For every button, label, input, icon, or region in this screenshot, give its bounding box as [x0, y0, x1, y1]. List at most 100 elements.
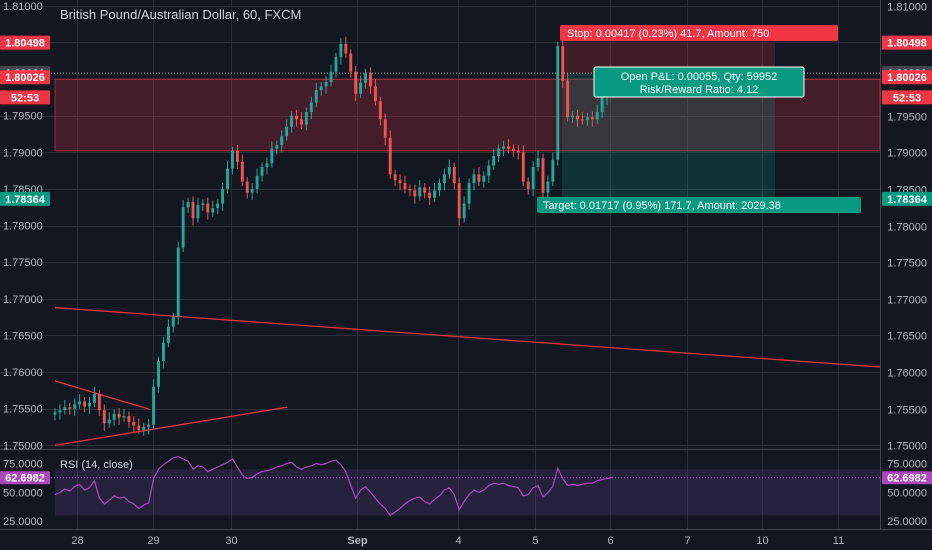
- chart-title: British Pound/Australian Dollar, 60, FXC…: [60, 7, 301, 22]
- price-tick-label: 1.77000: [887, 295, 927, 307]
- candle: [275, 140, 279, 155]
- candle: [413, 184, 417, 204]
- candle: [68, 402, 72, 415]
- candle: [403, 175, 407, 194]
- candle: [260, 162, 264, 182]
- price-tick-label-left: 1.76000: [3, 367, 43, 379]
- candle: [295, 109, 298, 127]
- position-tool[interactable]: [562, 42, 775, 199]
- candle: [147, 418, 151, 435]
- trendline[interactable]: [54, 307, 881, 368]
- candle: [265, 157, 269, 175]
- candle: [196, 197, 200, 223]
- trendlines[interactable]: [54, 307, 881, 446]
- price-tag: 1.80498: [0, 35, 50, 50]
- candle: [201, 199, 205, 211]
- candle: [497, 144, 501, 162]
- price-tick-label-left: 1.77500: [3, 257, 43, 269]
- price-tick-label-left: 1.81000: [3, 1, 43, 13]
- candle: [373, 79, 377, 106]
- candle: [590, 111, 594, 127]
- price-tick-label-left: 1.75000: [3, 440, 43, 452]
- candle: [511, 144, 515, 157]
- candle: [378, 96, 382, 126]
- candle: [423, 183, 427, 199]
- candle: [344, 36, 348, 58]
- rsi-tick-label-left: 50.0000: [3, 487, 43, 499]
- candle: [285, 119, 289, 141]
- candle: [73, 398, 77, 417]
- candle: [531, 161, 535, 197]
- price-tag-value: 52:53: [893, 92, 921, 104]
- candle: [206, 197, 210, 220]
- candle: [181, 199, 185, 252]
- candle: [324, 76, 328, 94]
- time-axis[interactable]: 28 29 30 Sep 4 5 6 7 10 11: [71, 535, 844, 547]
- rsi-current-value-left: 62.6982: [5, 473, 45, 485]
- candle: [176, 241, 180, 325]
- price-tag-value: 1.78364: [5, 194, 46, 206]
- price-tag-value: 1.80026: [5, 72, 45, 84]
- target-label[interactable]: Target: 0.01717 (0.95%) 171.7, Amount: 2…: [537, 197, 861, 213]
- rsi-axis[interactable]: 75.0000 50.0000 25.0000 75.0000 50.0000 25.00…: [3, 459, 927, 529]
- rsi-tag-left: 62.6982: [0, 471, 50, 485]
- candle: [561, 40, 565, 88]
- price-tick-label-left: 1.77000: [3, 294, 43, 306]
- stop-label[interactable]: Stop: 0.00417 (0.23%) 41.7, Amount: 750: [560, 25, 838, 41]
- stop-label-text: Stop: 0.00417 (0.23%) 41.7, Amount: 750: [567, 28, 769, 40]
- candle: [235, 145, 239, 170]
- candle: [171, 312, 175, 333]
- price-tag: 52:53: [0, 90, 50, 105]
- candle: [571, 111, 575, 124]
- candlestick-series: [53, 36, 614, 436]
- candle: [388, 130, 392, 179]
- rsi-band: [55, 469, 880, 516]
- candle: [507, 139, 510, 154]
- rsi-current-value-right: 62.6982: [887, 473, 927, 485]
- candle: [487, 159, 491, 184]
- candle: [152, 379, 156, 430]
- candle: [516, 145, 520, 160]
- candle: [255, 168, 259, 194]
- candle: [595, 104, 599, 124]
- candle: [334, 52, 338, 78]
- time-tick-label: 28: [71, 535, 83, 547]
- candle: [383, 113, 387, 146]
- trendline[interactable]: [54, 380, 151, 411]
- price-tick-label: 1.75000: [887, 441, 927, 453]
- candle: [245, 177, 249, 199]
- time-tick-label: 30: [225, 535, 237, 547]
- candle: [314, 82, 318, 107]
- candle: [280, 130, 284, 153]
- candle: [546, 175, 550, 200]
- trendline[interactable]: [54, 406, 288, 446]
- time-tick-label: Sep: [347, 535, 367, 547]
- candle: [127, 411, 131, 428]
- candle: [161, 336, 165, 369]
- price-tick-label-left: 1.79500: [3, 111, 43, 123]
- candle: [230, 146, 234, 175]
- candle: [63, 399, 67, 415]
- candle: [502, 140, 506, 157]
- candle: [329, 64, 333, 87]
- candle: [53, 407, 57, 421]
- pnl-label[interactable]: Open P&L: 0.00055, Qty: 59952 Risk/Rewar…: [593, 66, 805, 98]
- candle: [92, 386, 96, 408]
- rsi-line: [54, 455, 613, 517]
- price-tag: 52:53: [882, 90, 932, 105]
- rsi-tag-right: 62.6982: [882, 471, 932, 485]
- time-tick-label: 29: [147, 535, 159, 547]
- price-tag-value: 1.78364: [887, 194, 928, 206]
- time-tick-label: 11: [833, 535, 844, 547]
- candle: [117, 407, 121, 425]
- candle: [369, 67, 372, 94]
- rsi-label: RSI (14, close): [60, 459, 133, 471]
- candle: [349, 49, 353, 78]
- price-tick-label: 1.79000: [887, 148, 927, 160]
- candle: [304, 107, 308, 131]
- candle: [137, 418, 141, 435]
- price-tick-label: 1.78000: [887, 222, 927, 234]
- candle: [354, 65, 358, 102]
